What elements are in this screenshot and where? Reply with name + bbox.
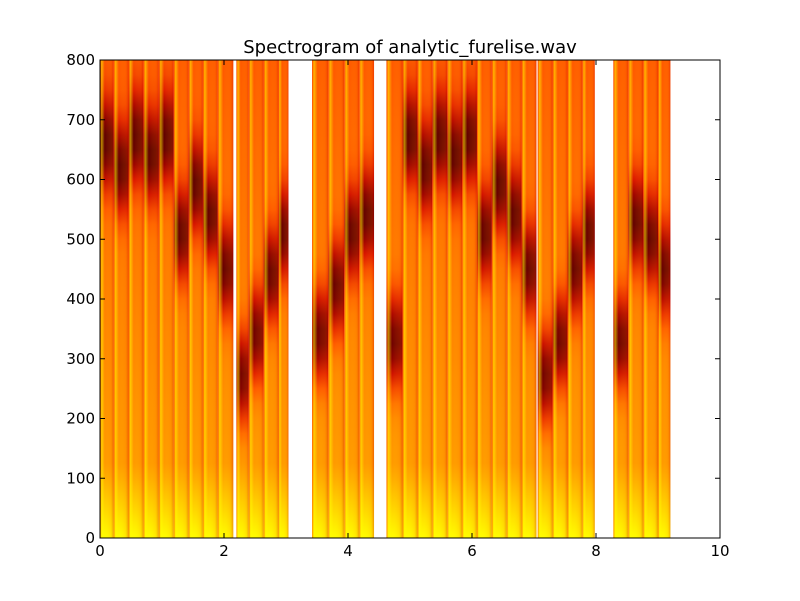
note-column-shade <box>217 60 234 538</box>
chart-title: Spectrogram of analytic_furelise.wav <box>243 37 577 58</box>
note-column-shade <box>643 60 658 538</box>
note-column-shade <box>359 60 375 538</box>
note-column-shade <box>344 60 360 538</box>
note-column-shade <box>521 60 537 538</box>
note-column-shade <box>173 60 189 538</box>
y-tick-label: 200 <box>66 410 95 428</box>
note-column-shade <box>552 60 568 538</box>
note-column-shade <box>113 60 129 538</box>
note-column-shade <box>202 60 218 538</box>
note-column-shade <box>278 60 289 538</box>
note-column-shade <box>476 60 492 538</box>
note-column-shade <box>537 60 553 538</box>
note-column-shade <box>491 60 507 538</box>
note-column-shade <box>248 60 264 538</box>
y-tick-label: 500 <box>66 230 95 248</box>
note-column-shade <box>462 60 477 538</box>
note-column-shade <box>417 60 433 538</box>
note-column-shade <box>328 60 345 538</box>
y-tick-label: 0 <box>85 529 95 547</box>
y-tick-label: 100 <box>66 469 95 487</box>
y-tick-label: 400 <box>66 290 95 308</box>
plot-area <box>100 60 671 538</box>
note-column-shade <box>236 60 249 538</box>
x-tick-label: 4 <box>343 542 353 560</box>
x-tick-label: 6 <box>467 542 477 560</box>
y-tick-label: 800 <box>66 51 95 69</box>
x-tick-label: 0 <box>95 542 105 560</box>
note-column-shade <box>386 60 403 538</box>
note-column-shade <box>432 60 448 538</box>
note-column-shade <box>658 60 671 538</box>
note-column-shade <box>613 60 629 538</box>
x-tick-label: 10 <box>710 542 729 560</box>
note-column-shade <box>158 60 174 538</box>
y-tick-label: 700 <box>66 111 95 129</box>
note-column-shade <box>263 60 279 538</box>
note-column-shade <box>506 60 522 538</box>
note-column-shade <box>312 60 329 538</box>
note-column-shade <box>188 60 203 538</box>
note-column-shade <box>567 60 583 538</box>
note-column-shade <box>628 60 644 538</box>
note-column-shade <box>402 60 418 538</box>
y-tick-label: 300 <box>66 350 95 368</box>
x-tick-label: 2 <box>219 542 229 560</box>
x-tick-label: 8 <box>591 542 601 560</box>
y-tick-label: 600 <box>66 171 95 189</box>
note-column-shade <box>143 60 159 538</box>
note-column-shade <box>128 60 144 538</box>
note-column-shade <box>447 60 463 538</box>
note-column-shade <box>582 60 595 538</box>
